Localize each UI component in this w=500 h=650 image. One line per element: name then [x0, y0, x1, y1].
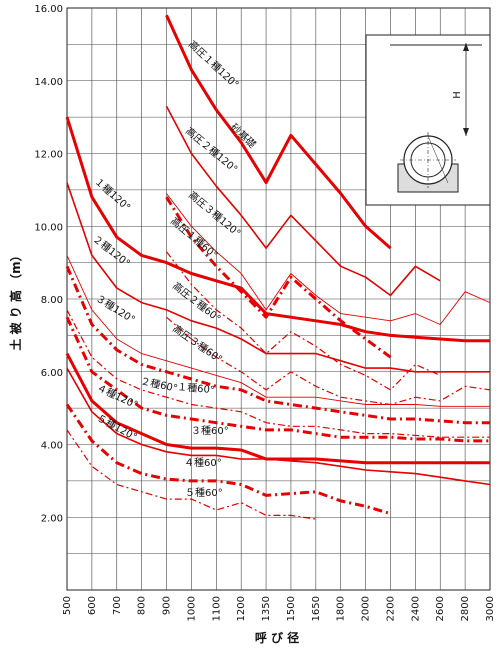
series-label: ５種60° [185, 486, 223, 499]
series-line [66, 429, 316, 520]
series-label: 高圧１種120° [186, 38, 242, 91]
x-tick-label: 1350 [261, 596, 272, 621]
series-label: ３種60° [191, 424, 229, 437]
y-tick-label: 2.00 [41, 513, 63, 524]
series-label: ２種120° [90, 232, 133, 269]
x-tick-label: 2800 [460, 596, 471, 621]
y-tick-label: 4.00 [41, 441, 63, 452]
series-line [65, 116, 490, 343]
y-tick-label: 14.00 [34, 77, 63, 88]
series-line [66, 255, 490, 407]
x-tick-label: 1650 [311, 596, 322, 621]
series-label: ５種120° [95, 411, 140, 443]
series-line [66, 182, 490, 373]
series-label: ２種60° [139, 374, 179, 395]
x-tick-label: 1500 [286, 596, 297, 621]
series-line [165, 105, 441, 297]
series-label: １種60° [177, 380, 216, 396]
series-line [66, 367, 491, 486]
x-axis-title: 呼 び 径 [255, 630, 299, 645]
series-line [166, 316, 491, 406]
y-tick-label: 12.00 [34, 150, 63, 161]
x-tick-label: 2400 [410, 596, 421, 621]
series-line [165, 14, 392, 250]
x-tick-label: 1000 [186, 596, 197, 621]
y-tick-label: 6.00 [41, 368, 63, 379]
x-tick-label: 2000 [361, 596, 372, 621]
series-line [65, 403, 391, 516]
x-tick-label: 2600 [435, 596, 446, 621]
series-line [166, 193, 491, 325]
x-tick-label: 800 [137, 596, 148, 615]
y-tick-label: 10.00 [34, 222, 63, 233]
series-line [166, 251, 441, 391]
x-tick-label: 500 [62, 596, 73, 615]
series-line [65, 352, 490, 465]
y-tick-label: 8.00 [41, 295, 63, 306]
x-tick-label: 900 [162, 596, 173, 615]
tick-labels: 2.00 4.00 6.00 8.00 10.00 12.00 14.00 16.00 500 6… [34, 4, 496, 621]
series-label: 高圧１種60° [168, 214, 221, 261]
series-label: 高圧２種60° [170, 279, 223, 325]
x-tick-label: 2200 [385, 596, 396, 621]
series-line [66, 309, 490, 438]
pipe-inset-diagram: H [365, 34, 491, 206]
x-tick-label: 700 [112, 596, 123, 615]
series-line [65, 316, 490, 443]
x-tick-label: 1100 [211, 596, 222, 621]
series-labels: 高圧１種120°砂基礎高圧２種120°高圧３種120°高圧１種60°高圧２種60… [90, 38, 259, 499]
y-axis-title: 土 被 り 高 （m） [8, 249, 23, 350]
series-label: ４種120° [95, 381, 140, 411]
series-lines [65, 14, 491, 520]
series-line [165, 196, 392, 359]
series-label: ４種60° [184, 456, 222, 469]
x-tick-label: 1800 [336, 596, 347, 621]
x-tick-label: 600 [87, 596, 98, 615]
x-tick-label: 3000 [485, 596, 496, 621]
inset-h-label: H [452, 91, 463, 99]
series-line [65, 265, 490, 425]
grid [66, 7, 491, 591]
y-tick-label: 16.00 [34, 4, 63, 15]
x-tick-label: 1200 [236, 596, 247, 621]
